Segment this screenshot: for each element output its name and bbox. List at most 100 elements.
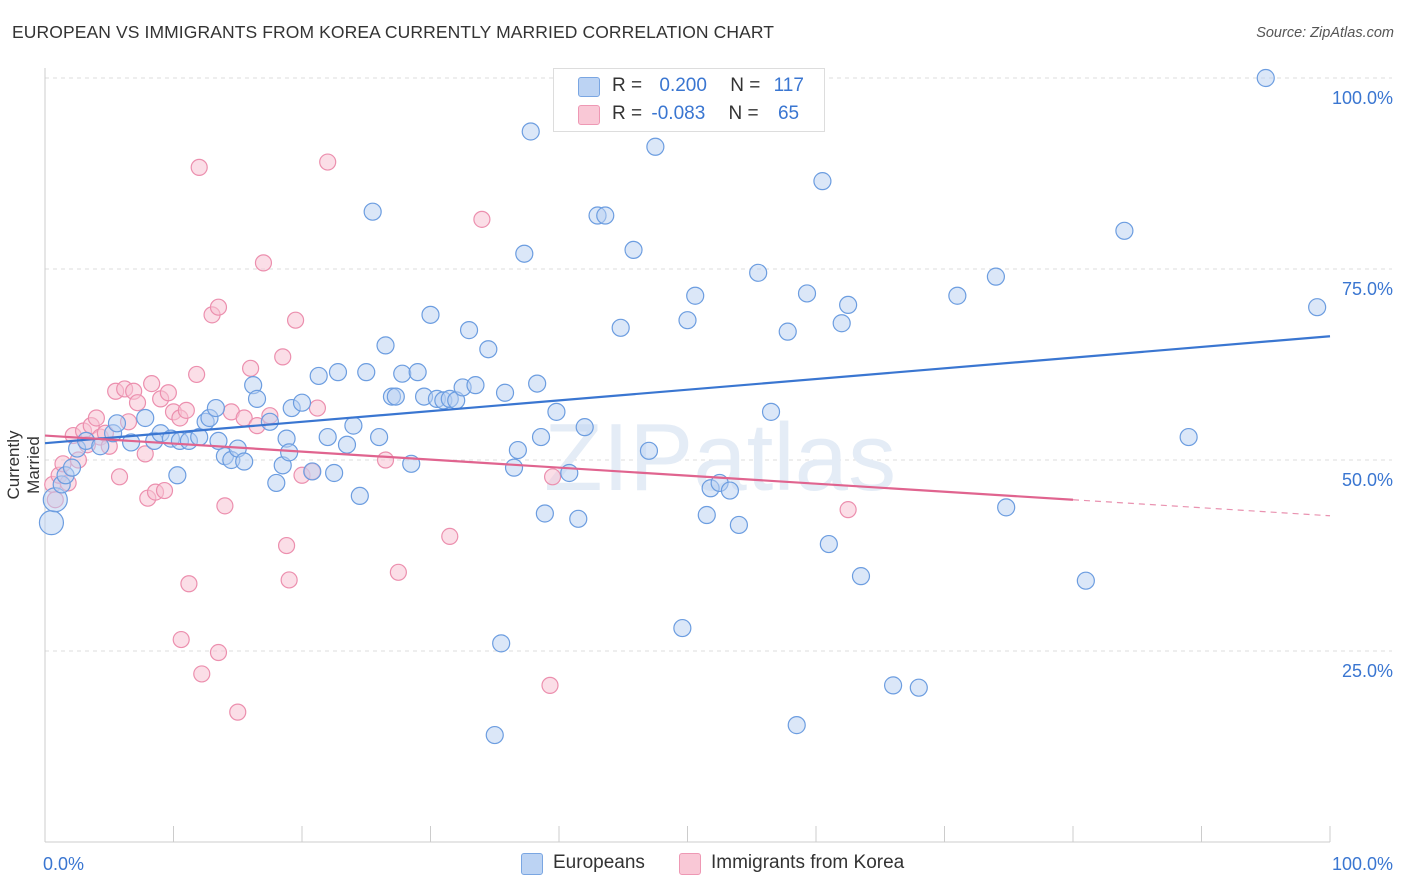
europeans-point	[459, 321, 479, 340]
europeans-points	[38, 68, 1327, 745]
korea-point	[155, 481, 174, 500]
europeans-point	[528, 374, 547, 393]
europeans-point	[508, 440, 527, 460]
europeans-point	[386, 387, 405, 406]
europeans-point	[337, 435, 357, 454]
korea-point	[473, 210, 491, 228]
korea-point	[277, 536, 296, 555]
europeans-point	[832, 314, 851, 333]
europeans-point	[267, 473, 286, 493]
korea-point	[209, 643, 228, 662]
europeans-point	[280, 443, 299, 462]
legend-swatch-europeans	[578, 77, 600, 97]
europeans-point	[797, 284, 817, 303]
europeans-point	[909, 678, 928, 697]
europeans-point	[531, 427, 551, 447]
europeans-point	[986, 267, 1006, 286]
europeans-point	[235, 452, 254, 471]
europeans-point	[309, 366, 328, 386]
europeans-point	[376, 336, 395, 355]
korea-point	[159, 384, 177, 402]
europeans-point	[729, 515, 749, 535]
europeans-point	[1308, 298, 1327, 317]
europeans-point	[363, 202, 382, 221]
korea-point	[254, 254, 273, 272]
europeans-point	[1115, 221, 1134, 240]
europeans-point	[206, 398, 226, 418]
korea-point	[172, 630, 190, 649]
source-label: Source: ZipAtlas.com	[1256, 25, 1394, 41]
europeans-point	[303, 462, 322, 481]
europeans-point	[479, 340, 498, 359]
europeans-point	[168, 466, 187, 485]
tick-labels: 25.0% 50.0% 75.0% 100.0% 0.0% 100.0%	[43, 88, 1393, 874]
watermark: ZIPatlas	[544, 404, 896, 511]
europeans-point	[107, 414, 127, 433]
korea-point	[229, 703, 247, 721]
korea-point	[209, 298, 228, 316]
legend-r-value: -0.083	[651, 103, 706, 124]
korea-trend-line	[44, 434, 1074, 501]
korea-point	[274, 348, 292, 366]
europeans-point	[948, 286, 967, 305]
europeans-point	[596, 206, 615, 225]
europeans-point	[883, 676, 903, 695]
korea-point	[177, 401, 195, 419]
europeans-point	[673, 618, 692, 638]
korea-point	[190, 158, 208, 176]
y-tick-label: 100.0%	[1332, 88, 1393, 108]
europeans-point	[761, 402, 781, 421]
europeans-point	[697, 505, 716, 525]
europeans-point	[1256, 68, 1275, 88]
europeans-point	[325, 463, 344, 483]
europeans-point	[575, 418, 594, 437]
europeans-point	[62, 458, 82, 477]
europeans-point	[504, 458, 524, 477]
legend-r-label: R =	[612, 75, 643, 96]
korea-point	[839, 501, 857, 519]
korea-point	[193, 665, 211, 683]
europeans-point	[318, 427, 337, 447]
korea-point	[110, 468, 129, 486]
europeans-point	[393, 364, 412, 383]
y-axis-label: Currently Married	[4, 430, 43, 500]
legend-swatch-korea	[578, 105, 600, 125]
x-tick-label: 0.0%	[43, 854, 84, 874]
korea-point	[308, 399, 327, 417]
europeans-point	[1076, 571, 1095, 590]
europeans-point	[370, 427, 389, 447]
y-tick-label: 50.0%	[1342, 470, 1393, 490]
europeans-point	[778, 322, 797, 341]
europeans-point	[328, 363, 348, 382]
europeans-point	[292, 393, 312, 412]
europeans-point	[839, 295, 858, 315]
axes	[44, 68, 1331, 843]
y-tick-label: 75.0%	[1342, 279, 1393, 299]
europeans-point	[357, 363, 376, 382]
korea-point	[216, 497, 234, 515]
europeans-point	[408, 363, 427, 382]
europeans-point	[535, 504, 554, 523]
legend-r-label: R =	[612, 103, 643, 124]
bottom-legend-swatch-korea	[679, 853, 701, 875]
europeans-point	[547, 402, 566, 421]
europeans-point	[344, 416, 363, 435]
korea-points	[44, 153, 857, 721]
europeans-point	[350, 486, 369, 506]
korea-point	[280, 571, 298, 589]
korea-point	[128, 394, 147, 412]
x-tick-label: 100.0%	[1332, 854, 1393, 874]
legend-n-label: N =	[730, 75, 761, 96]
europeans-point	[492, 634, 511, 653]
europeans-point	[646, 137, 665, 156]
korea-point	[319, 153, 337, 171]
korea-point	[286, 311, 305, 329]
europeans-point	[466, 376, 485, 395]
legend-n-value: 65	[777, 103, 800, 124]
korea-point	[376, 451, 395, 469]
europeans-point	[686, 286, 705, 305]
korea-point	[389, 563, 407, 581]
bottom-legend-label-europeans: Europeans	[553, 852, 645, 873]
europeans-point	[749, 263, 768, 282]
